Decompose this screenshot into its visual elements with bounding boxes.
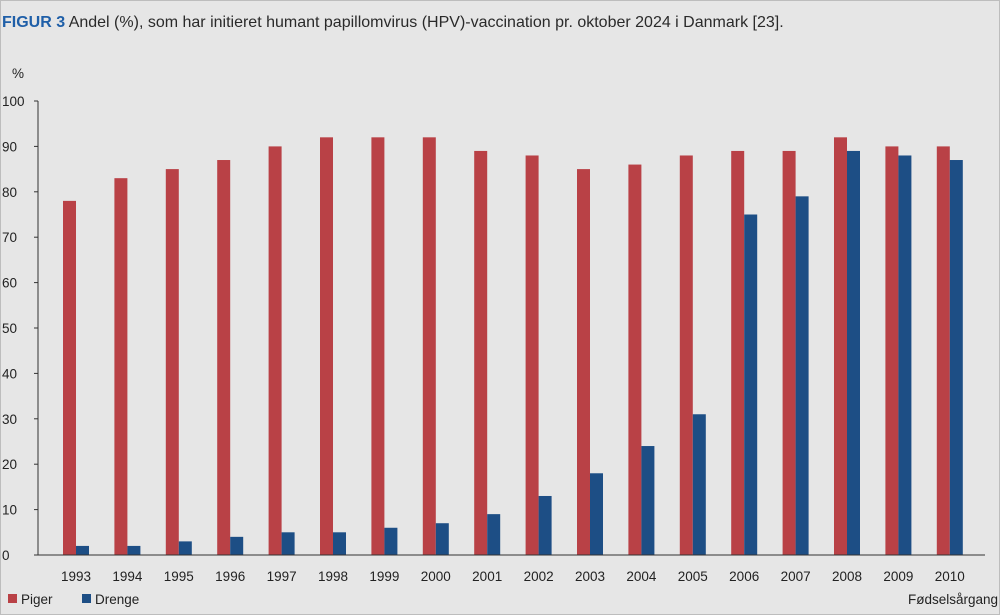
bar-piger-2002 (525, 155, 539, 556)
bar-drenge-2004 (641, 446, 655, 555)
x-tick-label: 2008 (832, 569, 862, 584)
x-tick-label: 2000 (421, 569, 451, 584)
x-tick-label: 1997 (267, 569, 297, 584)
y-tick-label: 0 (2, 548, 10, 563)
bar-drenge-2008 (847, 150, 860, 555)
legend: Piger Drenge (8, 592, 139, 607)
bar-drenge-2002 (538, 495, 552, 555)
bar-drenge-2001 (487, 514, 501, 555)
bar-drenge-1997 (281, 532, 295, 555)
x-tick-label: 2010 (935, 569, 965, 584)
legend-label-drenge: Drenge (95, 592, 139, 607)
figure-caption: Andel (%), som har initieret humant papi… (68, 14, 784, 31)
y-tick-label: 50 (2, 321, 17, 336)
y-tick-label: 70 (2, 230, 17, 245)
bar-drenge-2005 (692, 414, 706, 555)
y-tick-label: 10 (2, 503, 17, 518)
x-tick-label: 1998 (318, 569, 348, 584)
x-tick-label: 2001 (472, 569, 502, 584)
bar-piger-2004 (628, 164, 642, 555)
x-tick-label: 1995 (164, 569, 194, 584)
bar-piger-2007 (782, 150, 796, 555)
bar-piger-1993 (63, 200, 76, 555)
legend-label-piger: Piger (21, 592, 53, 607)
bar-piger-2003 (577, 169, 590, 555)
x-tick-label: 1993 (61, 569, 91, 584)
bar-piger-1996 (217, 160, 231, 555)
x-axis-label: Fødselsårgang (908, 592, 998, 607)
bar-piger-2006 (731, 150, 745, 555)
x-tick-label: 2005 (678, 569, 708, 584)
y-tick-label: 100 (2, 94, 25, 109)
x-tick-label: 1996 (215, 569, 245, 584)
y-tick-label: 60 (2, 276, 17, 291)
bar-piger-2005 (679, 155, 693, 556)
bar-piger-1999 (371, 137, 385, 555)
x-tick-label: 2009 (883, 569, 913, 584)
x-tick-label: 2003 (575, 569, 605, 584)
bar-drenge-2007 (795, 196, 809, 555)
bar-drenge-1993 (76, 545, 89, 555)
bar-piger-2000 (422, 137, 436, 555)
bar-piger-1998 (320, 137, 333, 555)
legend-swatch-drenge (82, 594, 91, 603)
y-tick-label: 90 (2, 139, 17, 154)
bar-piger-2009 (885, 146, 899, 555)
figure-title: FIGUR 3 Andel (%), som har initieret hum… (2, 12, 902, 34)
bar-piger-1997 (268, 146, 282, 555)
x-tick-label: 2002 (524, 569, 554, 584)
bar-piger-2008 (834, 137, 847, 555)
figure-label: FIGUR 3 (2, 14, 66, 31)
bar-piger-2010 (936, 146, 950, 555)
y-tick-label: 30 (2, 412, 17, 427)
y-tick-label: 20 (2, 457, 17, 472)
x-tick-label: 2007 (781, 569, 811, 584)
bar-piger-1995 (165, 169, 179, 555)
bar-drenge-2009 (898, 155, 912, 556)
bar-drenge-2003 (590, 473, 603, 555)
y-tick-label: 80 (2, 185, 17, 200)
bar-drenge-2000 (435, 523, 449, 555)
legend-swatch-piger (8, 594, 17, 603)
y-tick-label: 40 (2, 366, 17, 381)
bar-drenge-1998 (333, 532, 346, 555)
bar-drenge-1994 (127, 545, 141, 555)
x-tick-label: 1994 (112, 569, 143, 584)
bar-drenge-2006 (744, 214, 758, 555)
y-axis-label: % (12, 66, 24, 81)
x-tick-label: 2006 (729, 569, 759, 584)
bar-drenge-1999 (384, 527, 398, 555)
x-tick-label: 2004 (626, 569, 657, 584)
x-tick-label: 1999 (369, 569, 399, 584)
bar-drenge-1996 (230, 536, 244, 555)
bar-piger-1994 (114, 178, 128, 555)
bar-drenge-2010 (949, 160, 963, 555)
bar-drenge-1995 (178, 541, 192, 555)
bar-piger-2001 (474, 150, 488, 555)
